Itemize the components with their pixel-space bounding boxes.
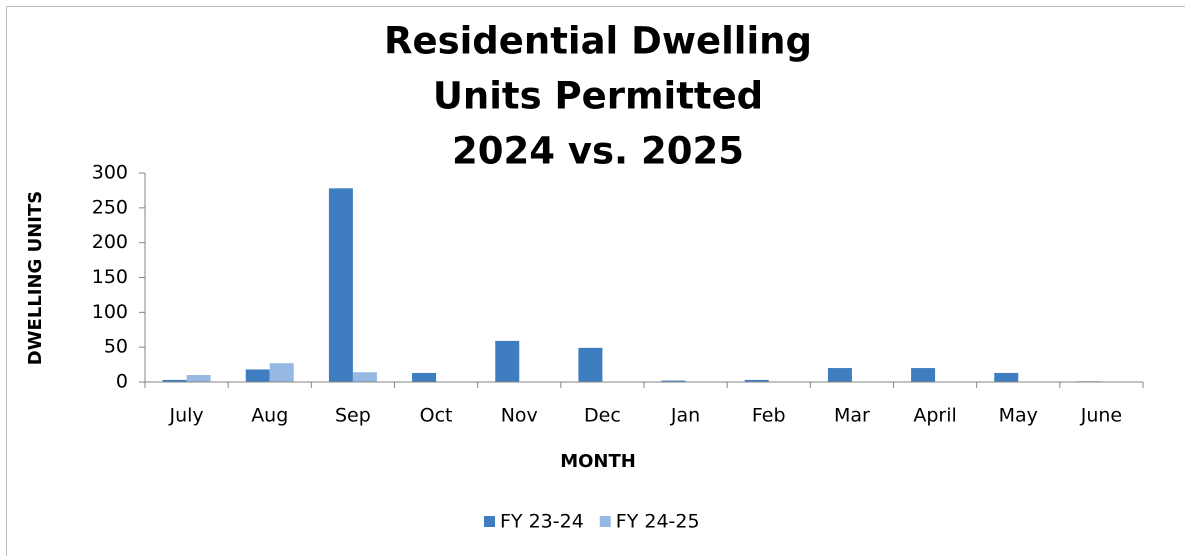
x-tick-label: Aug	[251, 405, 288, 427]
bar	[578, 347, 603, 382]
legend-swatch	[599, 516, 611, 527]
y-tick-label: 0	[116, 371, 128, 393]
bar	[328, 188, 353, 382]
legend-label: FY 23-24	[500, 511, 584, 533]
x-tick-label: Oct	[420, 405, 453, 427]
bar	[245, 369, 270, 382]
bar	[994, 372, 1019, 382]
chart-title: Units Permitted	[433, 75, 763, 118]
x-tick-label: Jan	[670, 405, 700, 427]
x-tick-label: Dec	[584, 405, 621, 427]
x-tick-label: Sep	[335, 405, 371, 427]
x-tick-label: Feb	[752, 405, 786, 427]
y-tick-label: 250	[92, 196, 128, 218]
y-tick-label: 50	[104, 336, 128, 358]
chart-title: 2024 vs. 2025	[452, 130, 744, 173]
bar	[269, 363, 294, 382]
bar	[412, 372, 437, 382]
chart-frame	[6, 6, 1185, 556]
bar	[186, 375, 211, 382]
y-axis-label: DWELLING UNITS	[25, 191, 46, 365]
chart-title: Residential Dwelling	[384, 20, 812, 63]
y-tick-label: 100	[92, 301, 128, 323]
bar	[911, 368, 936, 382]
bar	[352, 372, 377, 382]
legend-swatch	[484, 516, 495, 527]
x-tick-label: May	[999, 405, 1038, 427]
bar	[827, 368, 852, 382]
bar	[162, 379, 187, 382]
x-tick-label: June	[1080, 405, 1122, 427]
bar	[495, 340, 520, 382]
bar	[661, 380, 686, 382]
x-tick-label: April	[913, 405, 956, 427]
x-tick-label: Nov	[501, 405, 538, 427]
bar	[744, 379, 769, 382]
legend-label: FY 24-25	[616, 511, 700, 533]
y-tick-label: 150	[92, 266, 128, 288]
y-tick-label: 300	[92, 162, 128, 184]
x-tick-label: Mar	[834, 405, 870, 427]
x-tick-label: July	[168, 405, 203, 427]
y-tick-label: 200	[92, 231, 128, 253]
x-axis-label: MONTH	[560, 451, 636, 472]
